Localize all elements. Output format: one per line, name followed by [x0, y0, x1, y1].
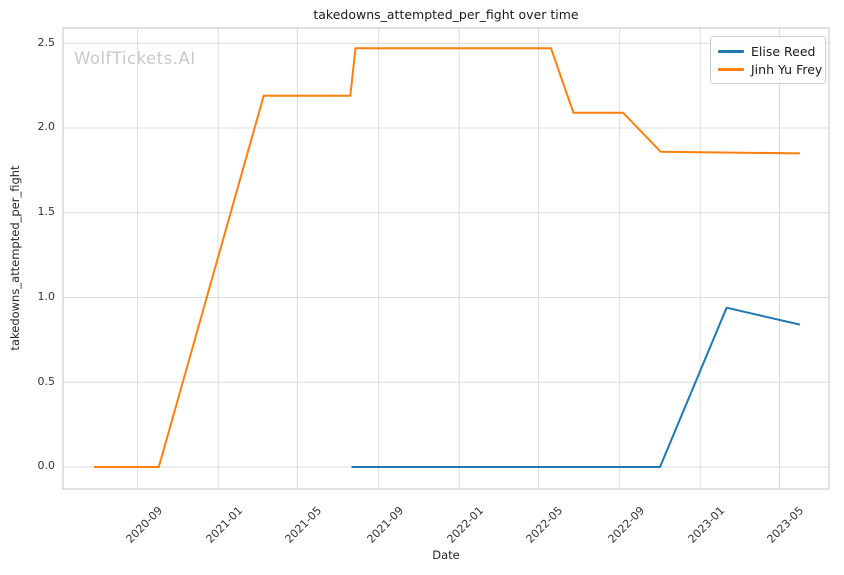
x-axis-label: Date: [432, 548, 460, 562]
chart-title: takedowns_attempted_per_fight over time: [313, 7, 579, 22]
y-axis-label: takedowns_attempted_per_fight: [8, 165, 22, 351]
y-tick-label: 1.5: [37, 205, 56, 219]
watermark: WolfTickets.AI: [74, 49, 196, 68]
legend-line-swatch: [718, 49, 744, 53]
legend-label: Elise Reed: [751, 43, 816, 59]
y-tick-label: 2.5: [37, 35, 56, 49]
y-tick-label: 0.5: [37, 374, 56, 388]
legend-line-swatch: [718, 67, 744, 71]
legend-item: Jinh Yu Frey: [718, 60, 822, 78]
legend-label: Jinh Yu Frey: [751, 61, 823, 77]
legend-item: Elise Reed: [718, 42, 817, 60]
y-tick-label: 1.0: [37, 289, 56, 303]
y-tick-label: 0.0: [37, 459, 56, 473]
y-tick-label: 2.0: [37, 120, 56, 134]
legend: Elise Reed Jinh Yu Frey: [710, 36, 826, 84]
